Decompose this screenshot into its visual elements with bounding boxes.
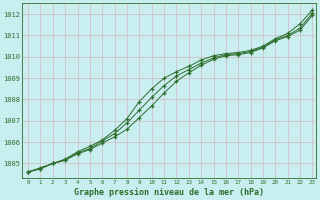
X-axis label: Graphe pression niveau de la mer (hPa): Graphe pression niveau de la mer (hPa) bbox=[74, 188, 264, 197]
